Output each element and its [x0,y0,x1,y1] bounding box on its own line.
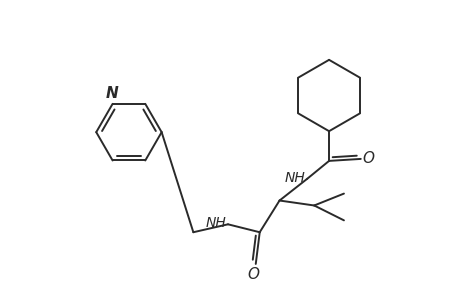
Text: O: O [362,152,374,166]
Text: O: O [247,267,259,282]
Text: NH: NH [284,171,305,185]
Text: NH: NH [205,216,225,230]
Text: N: N [105,86,118,101]
